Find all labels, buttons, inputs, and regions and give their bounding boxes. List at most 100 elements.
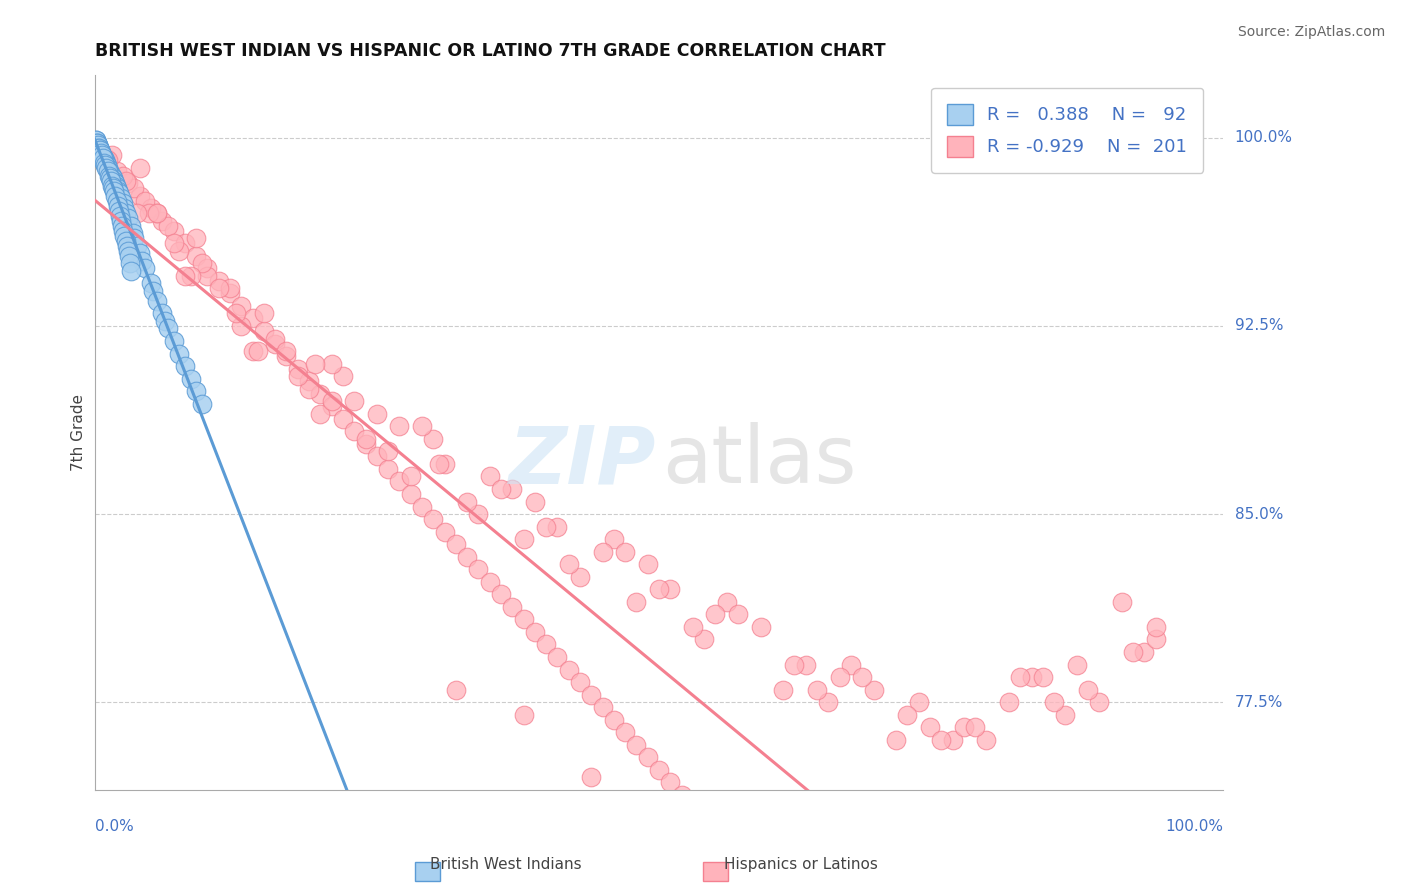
Text: British West Indians: British West Indians (430, 857, 582, 872)
Point (91, 148, 114, 162)
Point (1111, 595, 1133, 609)
Point (131, 253, 153, 268)
Point (134, 194, 156, 208)
Point (298, 382, 321, 396)
Point (749, 620, 772, 634)
Point (90, 148, 112, 162)
Point (603, 713, 626, 727)
Point (377, 462, 399, 476)
Point (557, 663, 579, 677)
Point (512, 612, 534, 626)
Text: 100.0%: 100.0% (1234, 130, 1292, 145)
Point (145, 293, 167, 308)
Point (173, 359, 195, 373)
Point (191, 397, 214, 411)
Point (108, 186, 131, 200)
Point (546, 650, 568, 665)
Point (444, 682, 467, 697)
Point (128, 188, 150, 202)
Point (366, 407, 388, 421)
Point (91, 151, 114, 165)
Text: 85.0%: 85.0% (1234, 507, 1282, 522)
Point (321, 394, 343, 409)
Point (411, 500, 433, 514)
Point (422, 432, 444, 446)
Point (456, 549, 478, 564)
Text: Source: ZipAtlas.com: Source: ZipAtlas.com (1237, 25, 1385, 39)
Point (94, 156, 117, 170)
Point (1077, 682, 1099, 697)
Point (208, 274, 231, 288)
Point (127, 238, 149, 252)
Point (186, 249, 208, 263)
Point (794, 657, 817, 672)
Point (128, 161, 150, 175)
Point (806, 682, 828, 697)
Point (225, 306, 247, 320)
Point (186, 384, 208, 399)
Point (569, 675, 592, 690)
Point (478, 574, 501, 589)
Point (90, 145, 112, 160)
Point (366, 450, 388, 464)
Point (150, 213, 173, 227)
Point (388, 419, 411, 434)
Point (332, 369, 354, 384)
Point (110, 191, 132, 205)
Text: 100.0%: 100.0% (1166, 819, 1223, 833)
Point (592, 544, 614, 558)
Point (93, 153, 115, 168)
Point (354, 437, 377, 451)
Point (117, 244, 139, 258)
Point (884, 732, 907, 747)
Point (489, 587, 512, 601)
Point (557, 558, 579, 572)
Point (114, 228, 136, 243)
Point (727, 850, 749, 864)
Point (103, 184, 125, 198)
Point (105, 194, 128, 208)
Point (105, 178, 128, 193)
Point (332, 411, 354, 425)
Point (721, 833, 744, 847)
Point (264, 332, 287, 346)
Point (388, 475, 411, 489)
Point (145, 206, 167, 220)
Point (614, 544, 637, 558)
Point (231, 299, 253, 313)
Point (191, 256, 214, 270)
Point (253, 306, 276, 320)
Point (953, 720, 976, 734)
Point (138, 206, 160, 220)
Point (242, 344, 264, 359)
Point (581, 688, 603, 702)
Text: BRITISH WEST INDIAN VS HISPANIC OR LATINO 7TH GRADE CORRELATION CHART: BRITISH WEST INDIAN VS HISPANIC OR LATIN… (94, 42, 886, 60)
Point (104, 188, 127, 202)
Point (828, 670, 851, 684)
Point (156, 321, 179, 335)
Point (766, 871, 789, 885)
Point (716, 838, 738, 852)
Point (682, 620, 704, 634)
Point (749, 876, 772, 890)
Text: 92.5%: 92.5% (1234, 318, 1284, 334)
Point (127, 206, 149, 220)
Point (122, 226, 145, 240)
Point (84, 133, 107, 147)
Point (122, 231, 145, 245)
Point (120, 264, 142, 278)
Point (197, 261, 219, 276)
Point (108, 203, 131, 218)
Point (896, 707, 918, 722)
Point (134, 261, 156, 276)
Point (84, 136, 107, 150)
Point (478, 469, 501, 483)
Point (501, 482, 523, 496)
Point (1054, 707, 1077, 722)
Point (186, 231, 208, 245)
Point (87, 138, 110, 153)
Point (150, 306, 173, 320)
Point (86, 138, 108, 153)
Point (907, 695, 929, 709)
Point (614, 725, 637, 739)
